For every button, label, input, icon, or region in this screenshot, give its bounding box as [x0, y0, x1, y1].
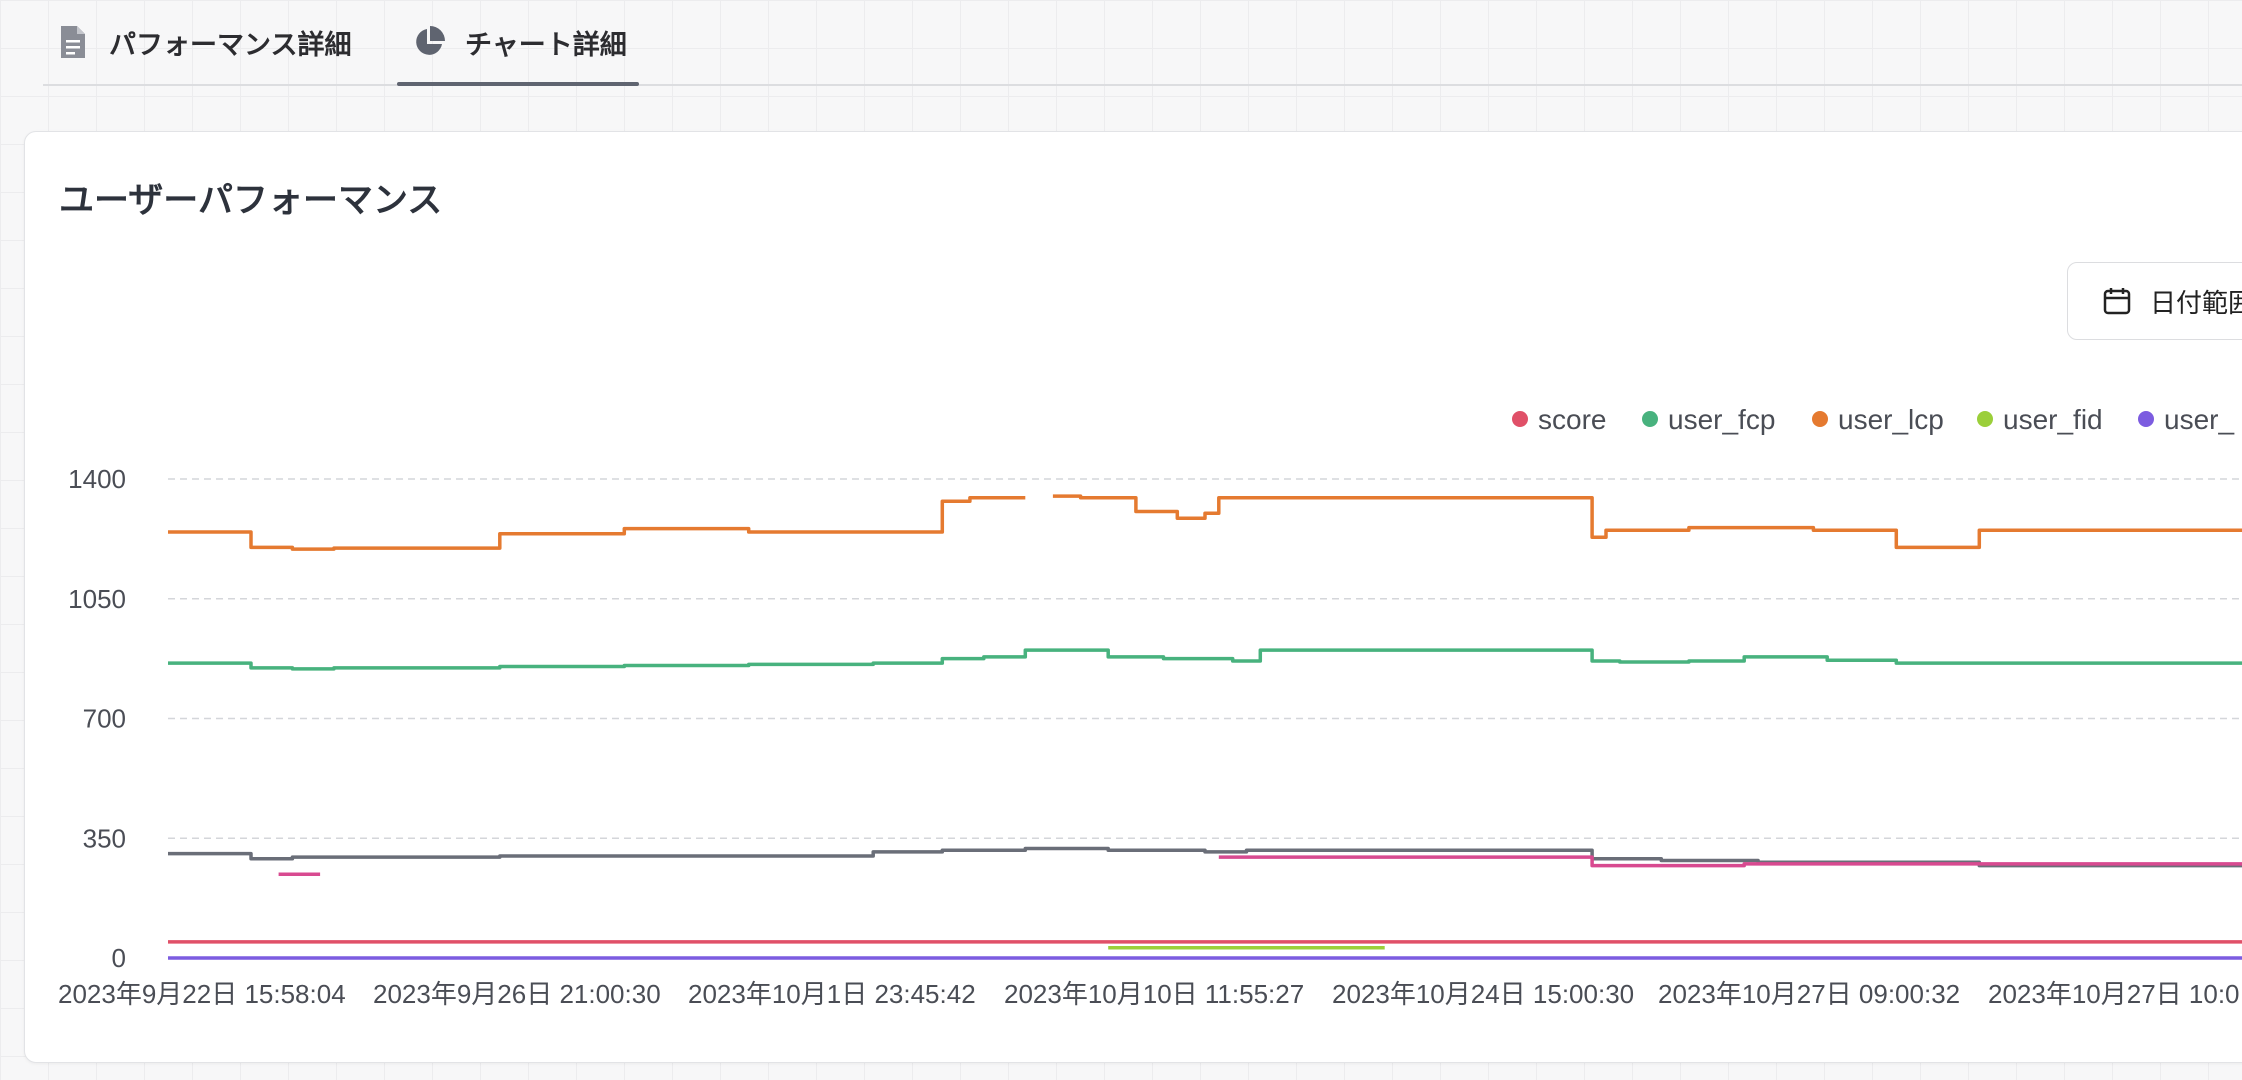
- tab-chart-details[interactable]: チャート詳細: [397, 0, 639, 86]
- date-range-label: 日付範囲: [2150, 287, 2242, 318]
- x-tick-label: 2023年10月10日 11:55:27: [1004, 979, 1304, 1009]
- tab-bar: パフォーマンス詳細 チャート詳細: [43, 0, 2242, 86]
- legend-label: user_fcp: [1668, 404, 1775, 435]
- pie-chart-icon: [409, 22, 449, 62]
- y-tick-label: 350: [83, 823, 126, 853]
- date-range-button[interactable]: 日付範囲: [2067, 262, 2242, 340]
- document-icon: [53, 22, 93, 62]
- x-tick-label: 2023年10月27日 09:00:32: [1658, 979, 1960, 1009]
- calendar-icon: [2102, 286, 2132, 316]
- legend-label: user_fid: [2003, 404, 2103, 435]
- x-tick-label: 2023年9月22日 15:58:04: [58, 979, 346, 1009]
- y-tick-label: 1050: [68, 584, 126, 614]
- tab-chart-details-label: チャート詳細: [465, 29, 627, 60]
- series-line-user_lcp: [168, 494, 2242, 551]
- tab-performance-details[interactable]: パフォーマンス詳細: [53, 0, 351, 84]
- legend-marker: [2138, 411, 2154, 427]
- y-tick-label: 700: [83, 704, 126, 734]
- y-tick-label: 1400: [68, 464, 126, 494]
- legend-marker: [1977, 411, 1993, 427]
- x-tick-label: 2023年9月26日 21:00:30: [373, 979, 661, 1009]
- legend-marker: [1812, 411, 1828, 427]
- series-line-user_fcp: [168, 648, 2242, 671]
- x-tick-label: 2023年10月27日 10:0: [1988, 979, 2240, 1009]
- legend-marker: [1642, 411, 1658, 427]
- legend-label: user_lcp: [1838, 404, 1944, 435]
- card-title: ユーザーパフォーマンス: [59, 181, 443, 220]
- y-tick-label: 0: [112, 943, 126, 973]
- series-line-series-5: [168, 846, 2242, 868]
- legend-label: user_: [2164, 404, 2234, 435]
- user-performance-card: ユーザーパフォーマンス 日付範囲: [24, 131, 2242, 1063]
- x-tick-label: 2023年10月1日 23:45:42: [688, 979, 976, 1009]
- legend-marker: [1512, 411, 1528, 427]
- series-line-series-6: [278, 855, 2242, 876]
- legend-label: score: [1538, 404, 1606, 435]
- tab-performance-details-label: パフォーマンス詳細: [109, 29, 352, 60]
- x-tick-label: 2023年10月24日 15:00:30: [1332, 979, 1634, 1009]
